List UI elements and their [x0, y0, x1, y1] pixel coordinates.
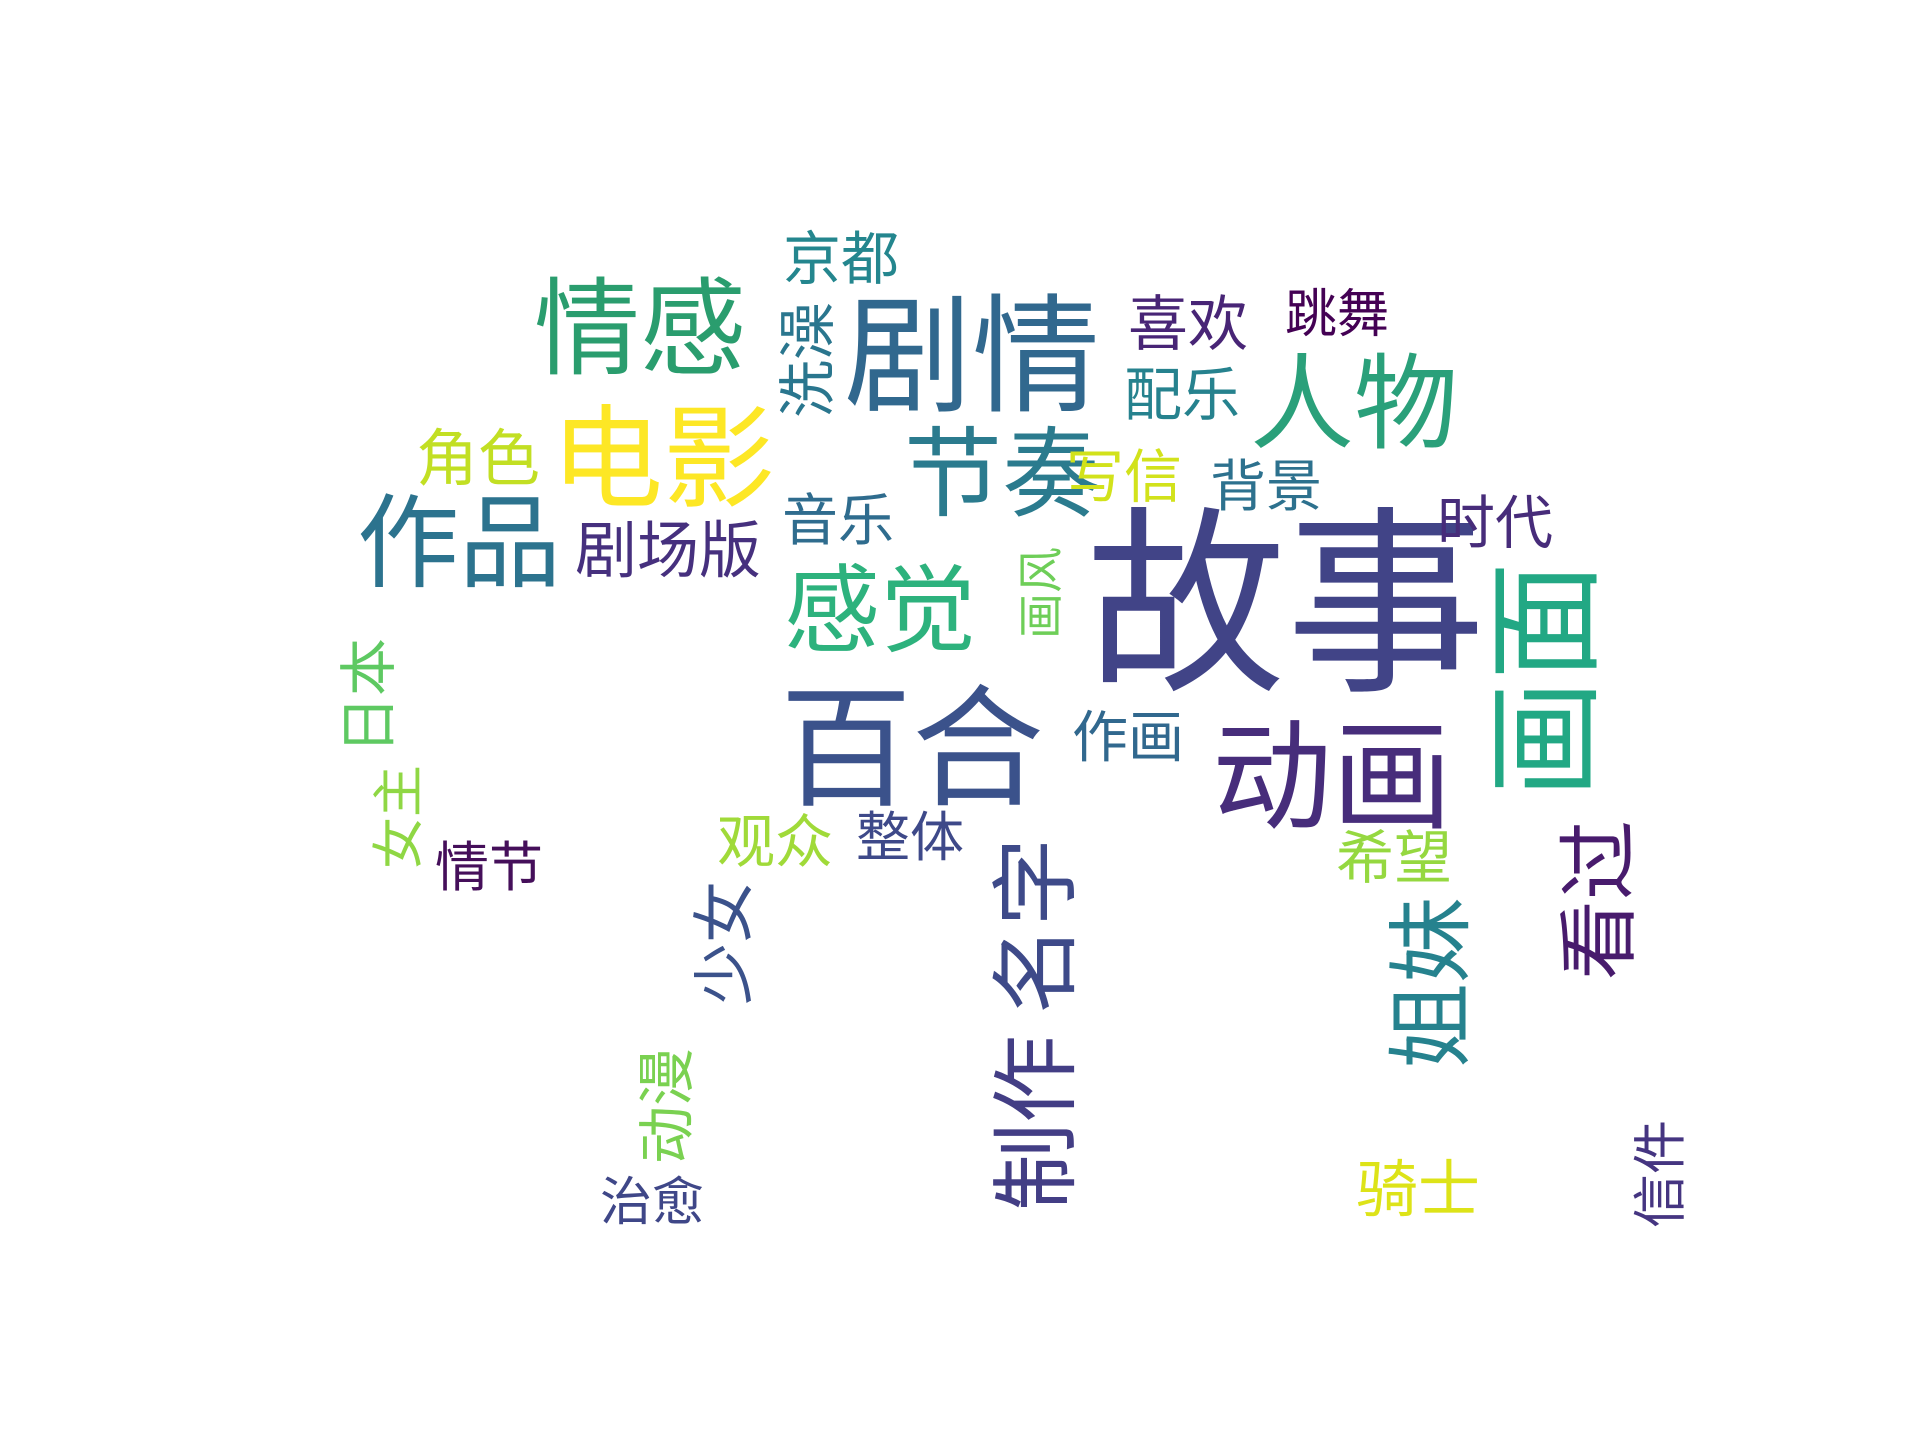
word-renwu: 人物	[1249, 343, 1459, 465]
word-zuohua: 作画	[1072, 706, 1184, 771]
word-xihuan: 喜欢	[1128, 290, 1248, 360]
word-xiwang: 希望	[1335, 824, 1453, 892]
word-zhizuo: 制作	[985, 1034, 1088, 1212]
word-shaonv: 少女	[688, 880, 761, 1006]
word-huamian: 画面	[1477, 561, 1615, 799]
word-donghua: 动画	[1212, 709, 1452, 848]
word-zhengti: 整体	[856, 806, 964, 869]
word-xinjian: 信件	[1629, 1120, 1692, 1228]
word-xiexin: 写信	[1065, 443, 1183, 511]
word-tiaowu: 跳舞	[1284, 285, 1390, 345]
word-qishi: 骑士	[1355, 1153, 1481, 1226]
word-mingzi: 名字	[985, 837, 1088, 1015]
word-zuopin: 作品	[357, 485, 561, 604]
word-yinyue: 音乐	[782, 489, 894, 554]
word-dianying: 电影	[551, 395, 775, 525]
word-ganjue: 感觉	[784, 555, 976, 667]
word-peiyue: 配乐	[1123, 361, 1241, 429]
word-jiaose: 角色	[415, 422, 541, 495]
word-xizao: 洗澡	[774, 301, 842, 419]
word-qinggan: 情感	[534, 268, 746, 391]
word-qingjie: 情节	[435, 836, 543, 899]
word-dongman: 动漫	[633, 1047, 701, 1165]
word-kanguo: 看过	[1553, 820, 1646, 980]
word-huafeng: 画风	[1014, 547, 1068, 639]
word-juchangban: 剧场版	[574, 514, 762, 587]
word-juqing: 剧情	[843, 283, 1101, 432]
word-shidai: 时代	[1436, 489, 1554, 557]
word-jingdu: 京都	[782, 225, 900, 293]
word-beijing: 背景	[1210, 455, 1322, 520]
word-jiezou: 节奏	[903, 418, 1101, 532]
word-nvzhu: 女主	[370, 764, 430, 870]
word-baihe: 百合	[780, 673, 1044, 827]
word-gushi: 故事	[1085, 490, 1487, 723]
word-jiemei: 姐妹	[1382, 897, 1482, 1069]
word-guanzhong: 观众	[716, 808, 834, 876]
word-zhiyu: 治愈	[599, 1173, 705, 1233]
word-riben: 日本	[335, 637, 403, 755]
